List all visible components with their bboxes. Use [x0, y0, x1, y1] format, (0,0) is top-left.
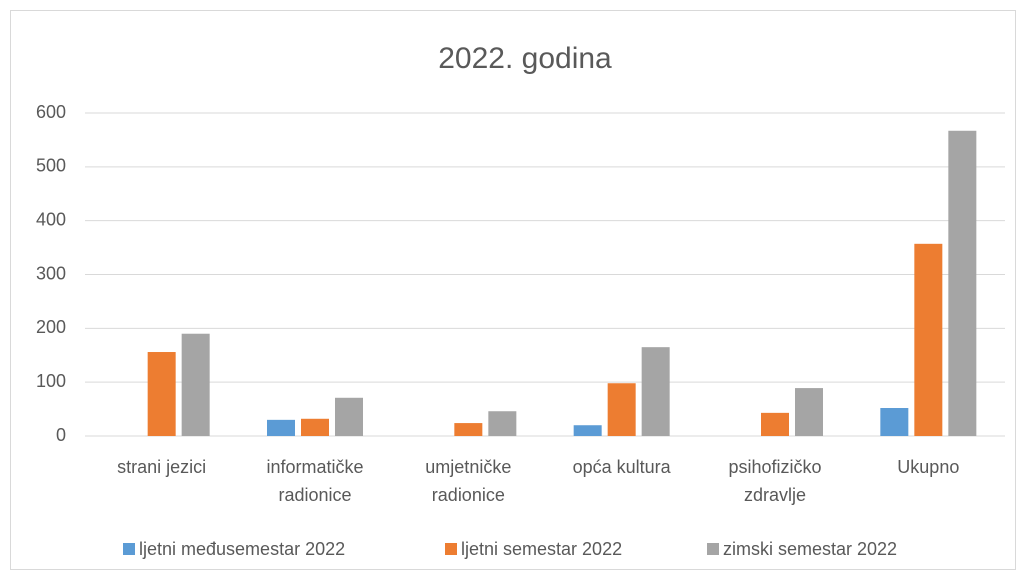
- x-tick-label: informatičke: [266, 457, 363, 477]
- bar: [488, 411, 517, 436]
- bar: [454, 423, 483, 436]
- y-tick-label: 600: [36, 102, 66, 122]
- y-tick-label: 100: [36, 371, 66, 391]
- x-tick-label: opća kultura: [573, 457, 672, 477]
- bar: [761, 412, 789, 436]
- y-tick-label: 0: [56, 425, 66, 445]
- chart-title: 2022. godina: [438, 42, 612, 75]
- legend-label: ljetni semestar 2022: [461, 539, 622, 559]
- bar: [147, 352, 176, 436]
- y-tick-label: 300: [36, 263, 66, 283]
- bar: [914, 243, 943, 436]
- y-tick-label: 400: [36, 209, 66, 229]
- legend-swatch: [445, 543, 457, 555]
- bar: [573, 425, 602, 436]
- legend-swatch: [123, 543, 135, 555]
- bar: [880, 408, 909, 436]
- bar: [795, 388, 823, 436]
- x-tick-label: umjetničke: [425, 457, 511, 477]
- x-tick-label: strani jezici: [117, 457, 206, 477]
- bar: [641, 347, 670, 436]
- bar: [181, 333, 210, 436]
- bar: [335, 397, 363, 436]
- legend-swatch: [707, 543, 719, 555]
- chart-frame: [10, 10, 1016, 570]
- bar: [267, 419, 295, 436]
- legend-label: ljetni međusemestar 2022: [139, 539, 345, 559]
- bar: [607, 383, 636, 436]
- legend-label: zimski semestar 2022: [723, 539, 897, 559]
- x-tick-label: Ukupno: [897, 457, 959, 477]
- x-tick-label: radionice: [432, 485, 505, 505]
- x-tick-label: psihofizičko: [728, 457, 821, 477]
- x-tick-label: radionice: [278, 485, 351, 505]
- y-tick-label: 500: [36, 156, 66, 176]
- y-tick-label: 200: [36, 317, 66, 337]
- bar: [301, 418, 329, 436]
- bar: [948, 130, 977, 436]
- x-tick-label: zdravlje: [744, 485, 806, 505]
